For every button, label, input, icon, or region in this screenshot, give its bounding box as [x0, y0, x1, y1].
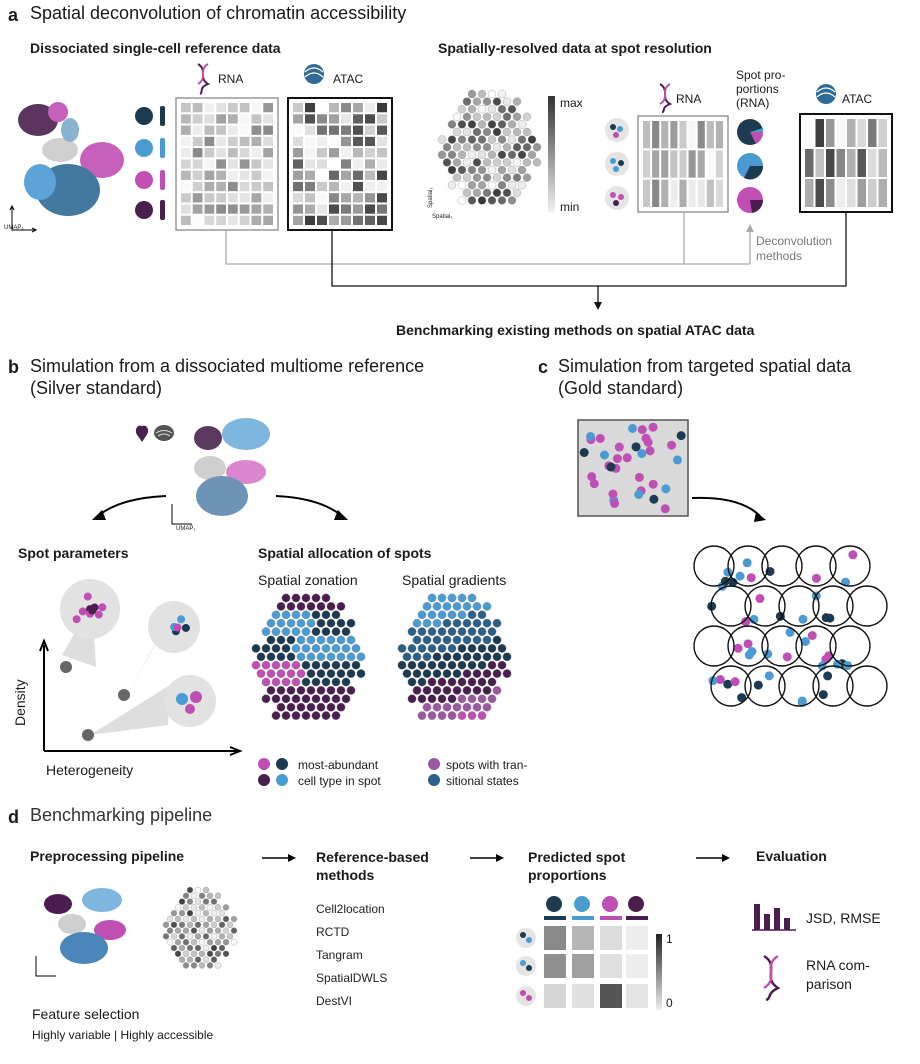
- panel-d-title: Benchmarking pipeline: [30, 805, 213, 825]
- bar-chart-icon: [752, 904, 796, 931]
- predicted-proportions-heading: Predicted spot proportions: [528, 849, 626, 883]
- atac-label-right: ATAC: [842, 92, 873, 106]
- spatial-spot-grid-a: [437, 89, 542, 205]
- atac-icon-right: [816, 84, 836, 104]
- split-arrow-c: [691, 496, 766, 522]
- rna-matrix-a: [175, 97, 279, 231]
- scale-max-label: max: [560, 96, 583, 110]
- umap-plot-a: [9, 102, 124, 233]
- method-item: DestVI: [316, 994, 353, 1008]
- targeted-spatial-image: [577, 419, 689, 517]
- reference-heading: Dissociated single-cell reference data: [30, 40, 281, 56]
- intensity-scalebar: [548, 96, 555, 212]
- panel-a-title: Spatial deconvolution of chromatin acces…: [30, 3, 407, 23]
- spatial-zonation-label: Spatial zonation: [258, 572, 358, 588]
- panel-a-letter: a: [8, 5, 19, 25]
- rna-label-a: RNA: [218, 72, 244, 86]
- panel-b-letter: b: [8, 357, 19, 377]
- reference-methods-heading: Reference-based methods: [316, 849, 429, 883]
- spatial-allocation-heading: Spatial allocation of spots: [258, 545, 432, 561]
- connector-lines-a: [225, 212, 847, 310]
- organ-icons: [135, 425, 174, 442]
- spatial-gradients-grid: [397, 593, 512, 721]
- atac-matrix-right: [799, 113, 893, 213]
- predicted-proportions-matrix: [516, 896, 662, 1010]
- rna-matrix-right: [637, 115, 729, 213]
- spatial-grid-d: [162, 886, 238, 969]
- spatial-heading: Spatially-resolved data at spot resoluti…: [438, 40, 712, 56]
- density-axis-label: Density: [12, 679, 28, 726]
- preprocessing-heading: Preprocessing pipeline: [30, 848, 185, 864]
- spot-proportion-pies: [737, 119, 764, 213]
- dna-icon-rna-right: [659, 83, 673, 113]
- scale-top-label: 1: [666, 932, 673, 946]
- feature-selection-label: Feature selection: [32, 1006, 140, 1022]
- pipeline-arrows: [262, 854, 730, 862]
- gold-standard-spots: [693, 545, 888, 712]
- legend-most-abundant-2: cell type in spot: [298, 774, 381, 788]
- legend-transitional-swatches: [428, 758, 440, 786]
- legend-most-abundant-1: most-abundant: [298, 758, 379, 772]
- panel-b-title: Simulation from a dissociated multiome r…: [30, 356, 425, 398]
- method-item: SpatialDWLS: [316, 971, 388, 985]
- spatial1-label-a: Spatial₁: [432, 214, 453, 220]
- spot-parameters-heading: Spot parameters: [18, 545, 129, 561]
- legend-transitional-1: spots with tran-: [446, 758, 528, 772]
- rna-label-right: RNA: [676, 92, 702, 106]
- umap-plot-b: [171, 418, 270, 525]
- atac-icon-a: [304, 64, 324, 84]
- eval-rna-comparison-label: RNA com- parison: [806, 957, 870, 992]
- eval-jsd-rmse-label: JSD, RMSE: [806, 910, 881, 926]
- spot-proportions-label: Spot pro- portions (RNA): [736, 68, 786, 110]
- scale-bottom-label: 0: [666, 996, 673, 1010]
- method-item: RCTD: [316, 925, 350, 939]
- benchmarking-label: Benchmarking existing methods on spatial…: [396, 322, 755, 338]
- spatial-gradients-label: Spatial gradients: [402, 572, 507, 588]
- method-item: Cell2location: [316, 902, 385, 916]
- panel-c-title: Simulation from targeted spatial data (G…: [558, 356, 852, 398]
- atac-label-a: ATAC: [333, 72, 364, 86]
- dna-icon-eval: [763, 954, 781, 1002]
- methods-list: Cell2location RCTD Tangram SpatialDWLS D…: [316, 902, 387, 1017]
- method-item: Tangram: [316, 948, 363, 962]
- deconvolution-methods-label: Deconvolution methods: [756, 234, 833, 263]
- spot-parameters-diagram: [39, 579, 243, 756]
- umap-plot-d: [35, 888, 126, 977]
- feature-options-label: Highly variable | Highly accessible: [32, 1028, 214, 1042]
- evaluation-heading: Evaluation: [756, 848, 827, 864]
- spot-icons-a: [605, 118, 629, 210]
- dna-icon-rna-a: [197, 63, 211, 95]
- panel-d-letter: d: [8, 807, 19, 827]
- heterogeneity-axis-label: Heterogeneity: [46, 762, 134, 778]
- scale-min-label: min: [560, 200, 580, 214]
- legend-swatches: [258, 758, 288, 786]
- umap1-label-b: UMAP₁: [176, 526, 196, 532]
- umap1-label-a: UMAP₁: [4, 225, 24, 231]
- panel-c-letter: c: [538, 357, 549, 377]
- cell-type-icons-a: [135, 106, 165, 220]
- spatial-zonation-grid: [251, 593, 366, 721]
- legend-transitional-2: sitional states: [446, 774, 519, 788]
- atac-matrix-a: [287, 97, 393, 231]
- split-arrows-b: [92, 495, 348, 520]
